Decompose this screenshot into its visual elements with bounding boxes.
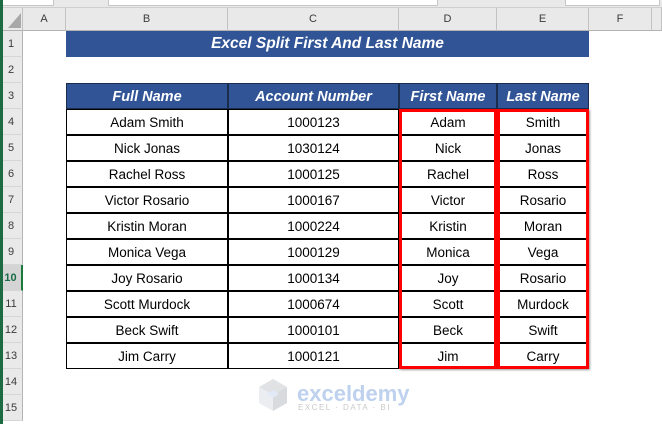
svg-text:EXCEL · DATA · BI: EXCEL · DATA · BI: [298, 403, 391, 412]
